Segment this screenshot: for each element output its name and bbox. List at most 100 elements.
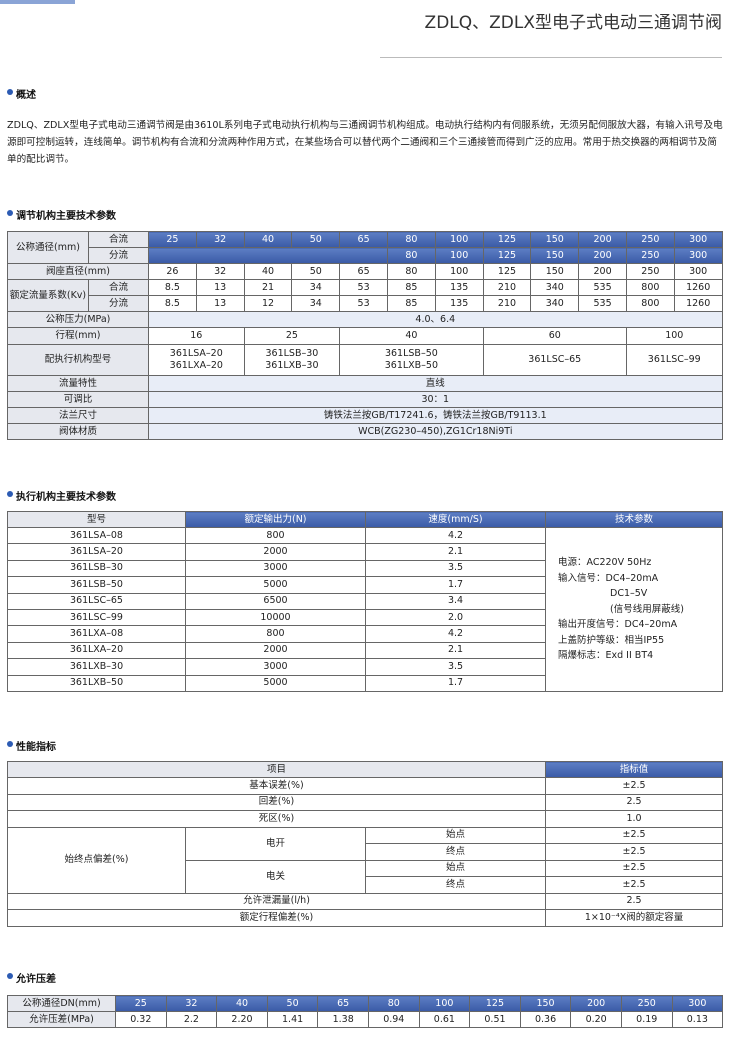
cell: 361LSB–50 361LXB–50	[339, 344, 484, 376]
cell: 30：1	[148, 391, 723, 408]
cell: 135	[434, 279, 484, 296]
cell: 2.1	[365, 543, 546, 561]
table-row: 配执行机构型号 361LSA–20 361LXA–20 361LSB–30 361LXB…	[7, 344, 723, 376]
cell: 361LXB–30	[7, 658, 186, 676]
cell: 铸铁法兰按GB/T17241.6，铸铁法兰按GB/T9113.1	[148, 407, 723, 424]
cell: 340	[530, 295, 580, 312]
table-row: 公称通径DN(mm) 25 32 40 50 65 80 100 125 150 200 250 300	[7, 995, 724, 1012]
cell: 40	[243, 263, 293, 280]
cell: 1.0	[545, 810, 724, 828]
cell: 40	[339, 327, 484, 345]
cell: 2.5	[545, 892, 724, 910]
cell: 200	[570, 995, 622, 1012]
row-label: 分流	[88, 247, 149, 264]
cell: 25	[243, 327, 341, 345]
row-label: 允许泄漏量(l/h)	[6, 892, 547, 910]
section-heading: 概述	[7, 86, 36, 101]
table-row: 361LSA–20 2000 2.1	[7, 543, 723, 561]
cell: 80	[367, 995, 420, 1012]
cell: 85	[386, 295, 436, 312]
cell: 3000	[185, 559, 366, 578]
cell: 13	[195, 279, 245, 296]
cell: 361LSB–30	[7, 559, 186, 578]
table-row: 死区(%) 1.0	[6, 810, 724, 828]
cell: 361LSC–99	[625, 344, 723, 376]
cell: 361LSC–65	[7, 592, 186, 610]
cell: 361LSB–50	[7, 576, 186, 594]
cell-line: 361LXB–50	[384, 360, 439, 371]
cell: 50	[291, 231, 341, 248]
cell: 0.20	[570, 1011, 622, 1028]
page-title: ZDLQ、ZDLX型电子式电动三通调节阀	[424, 13, 722, 33]
cell-line: 上盖防护等级：相当IP55	[558, 634, 665, 646]
table-row: 项目 指标值	[6, 761, 724, 778]
cell: 200	[578, 231, 627, 248]
cell: 25	[115, 995, 167, 1012]
column-header: 项目	[6, 761, 547, 778]
cell: 1.38	[317, 1011, 369, 1028]
column-header: 额定输出力(N)	[185, 511, 366, 528]
cell-line: DC1–5V	[610, 588, 648, 600]
row-label: 分流	[88, 295, 149, 312]
point-label: 始点	[364, 859, 547, 877]
empty-cell	[148, 247, 388, 264]
table-row: 可调比 30：1	[7, 391, 723, 408]
cell: 150	[530, 231, 580, 248]
row-label: 额定行程偏差(%)	[6, 909, 547, 927]
cell: 1.41	[266, 1011, 319, 1028]
cell: 361LXA–20	[7, 641, 186, 660]
row-label: 可调比	[7, 391, 149, 408]
cell: 40	[216, 995, 268, 1012]
cell: 0.61	[418, 1011, 471, 1028]
table-row: 公称通径(mm) 合流 25 32 40 50 65 80 100 125 150 200 250 300	[7, 231, 723, 264]
table-row: 额定行程偏差(%) 1×10⁻⁴X阀的额定容量	[6, 909, 724, 927]
cell-line: 电源：AC220V 50Hz	[558, 557, 652, 569]
cell: 361LXA–08	[7, 625, 186, 643]
table-row: 361LXB–30 3000 3.5	[7, 658, 723, 676]
cell: ±2.5	[545, 826, 724, 844]
cell: 53	[339, 279, 388, 296]
point-label: 始点	[364, 826, 547, 844]
cell: 0.32	[115, 1011, 167, 1028]
cell: 34	[291, 279, 341, 296]
cell: 16	[148, 327, 245, 345]
cell: 65	[339, 263, 388, 280]
cell: 0.36	[519, 1011, 572, 1028]
cell: 1.7	[365, 576, 546, 594]
table-row: 基本误差(%) ±2.5	[6, 777, 724, 795]
cell-line: (信号线用屏蔽线)	[610, 603, 684, 615]
cell: 250	[620, 995, 673, 1012]
section-heading: 调节机构主要技术参数	[7, 207, 116, 222]
cell: WCB(ZG230–450),ZG1Cr18Ni9Ti	[148, 423, 723, 440]
row-label: 公称通径DN(mm)	[7, 995, 116, 1012]
cell: 10000	[185, 608, 366, 627]
row-label: 阀座直径(mm)	[7, 263, 149, 280]
cell: 125	[469, 995, 521, 1012]
cell: 65	[339, 231, 388, 248]
cell: 125	[482, 263, 532, 280]
row-label: 死区(%)	[6, 810, 547, 828]
cell: 60	[482, 327, 627, 345]
cell: 80	[386, 247, 436, 264]
cell: 8.5	[148, 279, 197, 296]
cell-line: 361LSA–20	[169, 348, 223, 359]
table-row: 361LSA–08 800 4.2 电源：AC220V 50Hz 输入信号：DC4–20…	[7, 526, 723, 692]
cell: 2.5	[545, 793, 724, 811]
table-row: 361LSB–50 5000 1.7	[7, 576, 723, 594]
cell: 125	[482, 247, 532, 264]
cell: 300	[673, 231, 723, 248]
cell-line: 隔爆标志：Exd II BT4	[558, 650, 654, 662]
cell: 361LSB–30 361LXB–30	[243, 344, 341, 376]
cell: 50	[291, 263, 341, 280]
cell: 3.4	[365, 592, 546, 610]
point-label: 终点	[364, 843, 547, 861]
cell: 80	[386, 263, 436, 280]
table-row: 法兰尺寸 铸铁法兰按GB/T17241.6，铸铁法兰按GB/T9113.1	[7, 407, 723, 424]
cell: 40	[243, 231, 293, 248]
cell: 361LSC–65	[482, 344, 627, 376]
row-label: 流量特性	[7, 375, 149, 392]
cell: 0.51	[469, 1011, 521, 1028]
cell: 3.5	[365, 658, 546, 676]
cell: 53	[339, 295, 388, 312]
